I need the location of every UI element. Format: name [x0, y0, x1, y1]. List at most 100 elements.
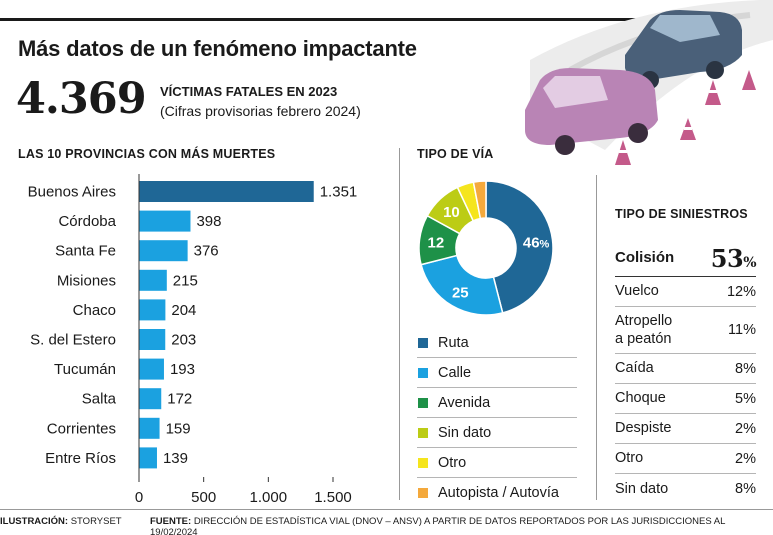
bar-value-label: 159 [166, 420, 191, 437]
siniestro-row: Colisión 53% [615, 241, 756, 277]
bar [139, 240, 188, 262]
bar [139, 417, 160, 439]
siniestro-value: 5% [735, 390, 756, 407]
donut-slice-label: 46% [523, 235, 550, 252]
bar-value-label: 204 [171, 302, 196, 319]
legend-swatch [418, 457, 428, 468]
siniestro-label: Vuelco [615, 283, 659, 300]
bar-category-label: Salta [82, 391, 117, 408]
bar [139, 329, 166, 350]
siniestro-label: Caída [615, 360, 654, 377]
siniestro-label: Despiste [615, 420, 672, 437]
source-credit: FUENTE: DIRECCIÓN DE ESTADÍSTICA VIAL (D… [150, 516, 773, 535]
legend-item: Otro [417, 448, 577, 478]
siniestro-value: 2% [735, 450, 756, 467]
bar-category-label: Chaco [73, 302, 116, 319]
legend-label: Sin dato [438, 424, 492, 441]
bar [139, 299, 166, 321]
page-title: Más datos de un fenómeno impactante [18, 36, 417, 61]
donut-slice [420, 254, 504, 316]
illustration-credit: ILUSTRACIÓN: STORYSET [0, 516, 122, 527]
bar [139, 388, 162, 410]
bar [139, 210, 191, 232]
kpi-label: VÍCTIMAS FATALES EN 2023 [160, 84, 338, 99]
legend-label: Avenida [438, 394, 491, 411]
siniestro-row: Vuelco 12% [615, 277, 756, 307]
siniestro-label: Otro [615, 450, 644, 467]
siniestro-label: Choque [615, 390, 666, 407]
siniestro-row: Otro 2% [615, 444, 756, 474]
siniestro-row: Sin dato 8% [615, 474, 756, 504]
bar-value-label: 398 [196, 213, 221, 230]
siniestro-label: Colisión [615, 249, 675, 267]
siniestro-row: Choque 5% [615, 384, 756, 414]
bar-category-label: Entre Ríos [45, 450, 116, 467]
legend-swatch [418, 337, 428, 348]
bar-category-label: Santa Fe [55, 243, 116, 260]
x-tick-label: 0 [135, 489, 143, 505]
bar-category-label: Córdoba [58, 213, 116, 230]
x-tick-label: 500 [191, 489, 216, 505]
bar-value-label: 203 [171, 332, 196, 349]
donut-slice [485, 180, 554, 314]
legend-swatch [418, 427, 428, 438]
siniestro-label: Atropello a peatón [615, 312, 673, 347]
bar-value-label: 376 [194, 243, 219, 260]
siniestro-value: 2% [735, 420, 756, 437]
bar [139, 447, 157, 469]
legend-item: Autopista / Autovía [417, 478, 577, 508]
provinces-bar-chart: Buenos Aires 1.351 Córdoba 398 Santa Fe 376 Mi… [28, 174, 357, 505]
illustration-credit-label: ILUSTRACIÓN: [0, 516, 69, 527]
kpi-note: (Cifras provisorias febrero 2024) [160, 103, 361, 119]
bar-category-label: Corrientes [47, 420, 116, 437]
x-tick-label: 1.000 [250, 489, 288, 505]
source-credit-value: DIRECCIÓN DE ESTADÍSTICA VIAL (DNOV – AN… [150, 516, 726, 535]
siniestro-row: Caída 8% [615, 354, 756, 384]
legend-item: Calle [417, 358, 577, 388]
legend-item: Ruta [417, 328, 577, 358]
total-victims-number: 4.369 [16, 74, 147, 124]
legend-label: Autopista / Autovía [438, 485, 559, 501]
top-rule [0, 18, 773, 21]
bar-category-label: S. del Estero [30, 332, 116, 349]
donut-slice-label: 12 [428, 235, 445, 252]
legend-item: Sin dato [417, 418, 577, 448]
siniestro-row: Atropello a peatón 11% [615, 307, 756, 354]
legend-item: Avenida [417, 388, 577, 418]
bar-value-label: 215 [173, 272, 198, 289]
legend-label: Otro [438, 454, 467, 471]
legend-label: Calle [438, 364, 472, 381]
legend-swatch [418, 397, 428, 408]
donut-slice [472, 180, 487, 220]
column-divider-2 [596, 175, 597, 500]
column-divider-1 [399, 148, 400, 500]
source-credit-label: FUENTE: [150, 516, 192, 527]
siniestro-value: 8% [735, 481, 756, 497]
bar-value-label: 193 [170, 361, 195, 378]
bar-category-label: Tucumán [54, 361, 116, 378]
legend-label: Ruta [438, 334, 469, 351]
siniestro-row: Despiste 2% [615, 414, 756, 444]
bar-value-label: 172 [167, 391, 192, 408]
siniestro-value: 12% [726, 283, 756, 300]
donut-slice-label: 25 [452, 284, 469, 301]
bar [139, 358, 164, 380]
bar-category-label: Misiones [57, 272, 116, 289]
bar [139, 269, 167, 291]
siniestro-value: 11% [728, 322, 756, 338]
legend-swatch [418, 367, 428, 378]
illustration-credit-value: STORYSET [70, 516, 122, 527]
siniestro-value: 53% [710, 244, 757, 273]
siniestros-table: Colisión 53% Vuelco 12% Atropello a peatón 11%… [615, 241, 756, 504]
siniestro-value: 8% [735, 360, 756, 377]
bar-value-label: 139 [163, 450, 188, 467]
x-tick-label: 1.500 [314, 489, 352, 505]
via-section-title: TIPO DE VÍA [417, 147, 494, 161]
car-crash-illustration [525, 0, 773, 165]
footer-rule [0, 509, 773, 510]
provinces-section-title: LAS 10 PROVINCIAS CON MÁS MUERTES [18, 147, 276, 161]
bar [139, 181, 314, 202]
via-legend: Ruta Calle Avenida Sin dato Otro Autopista / … [417, 328, 577, 508]
legend-swatch [418, 488, 428, 498]
bar-category-label: Buenos Aires [28, 184, 116, 201]
